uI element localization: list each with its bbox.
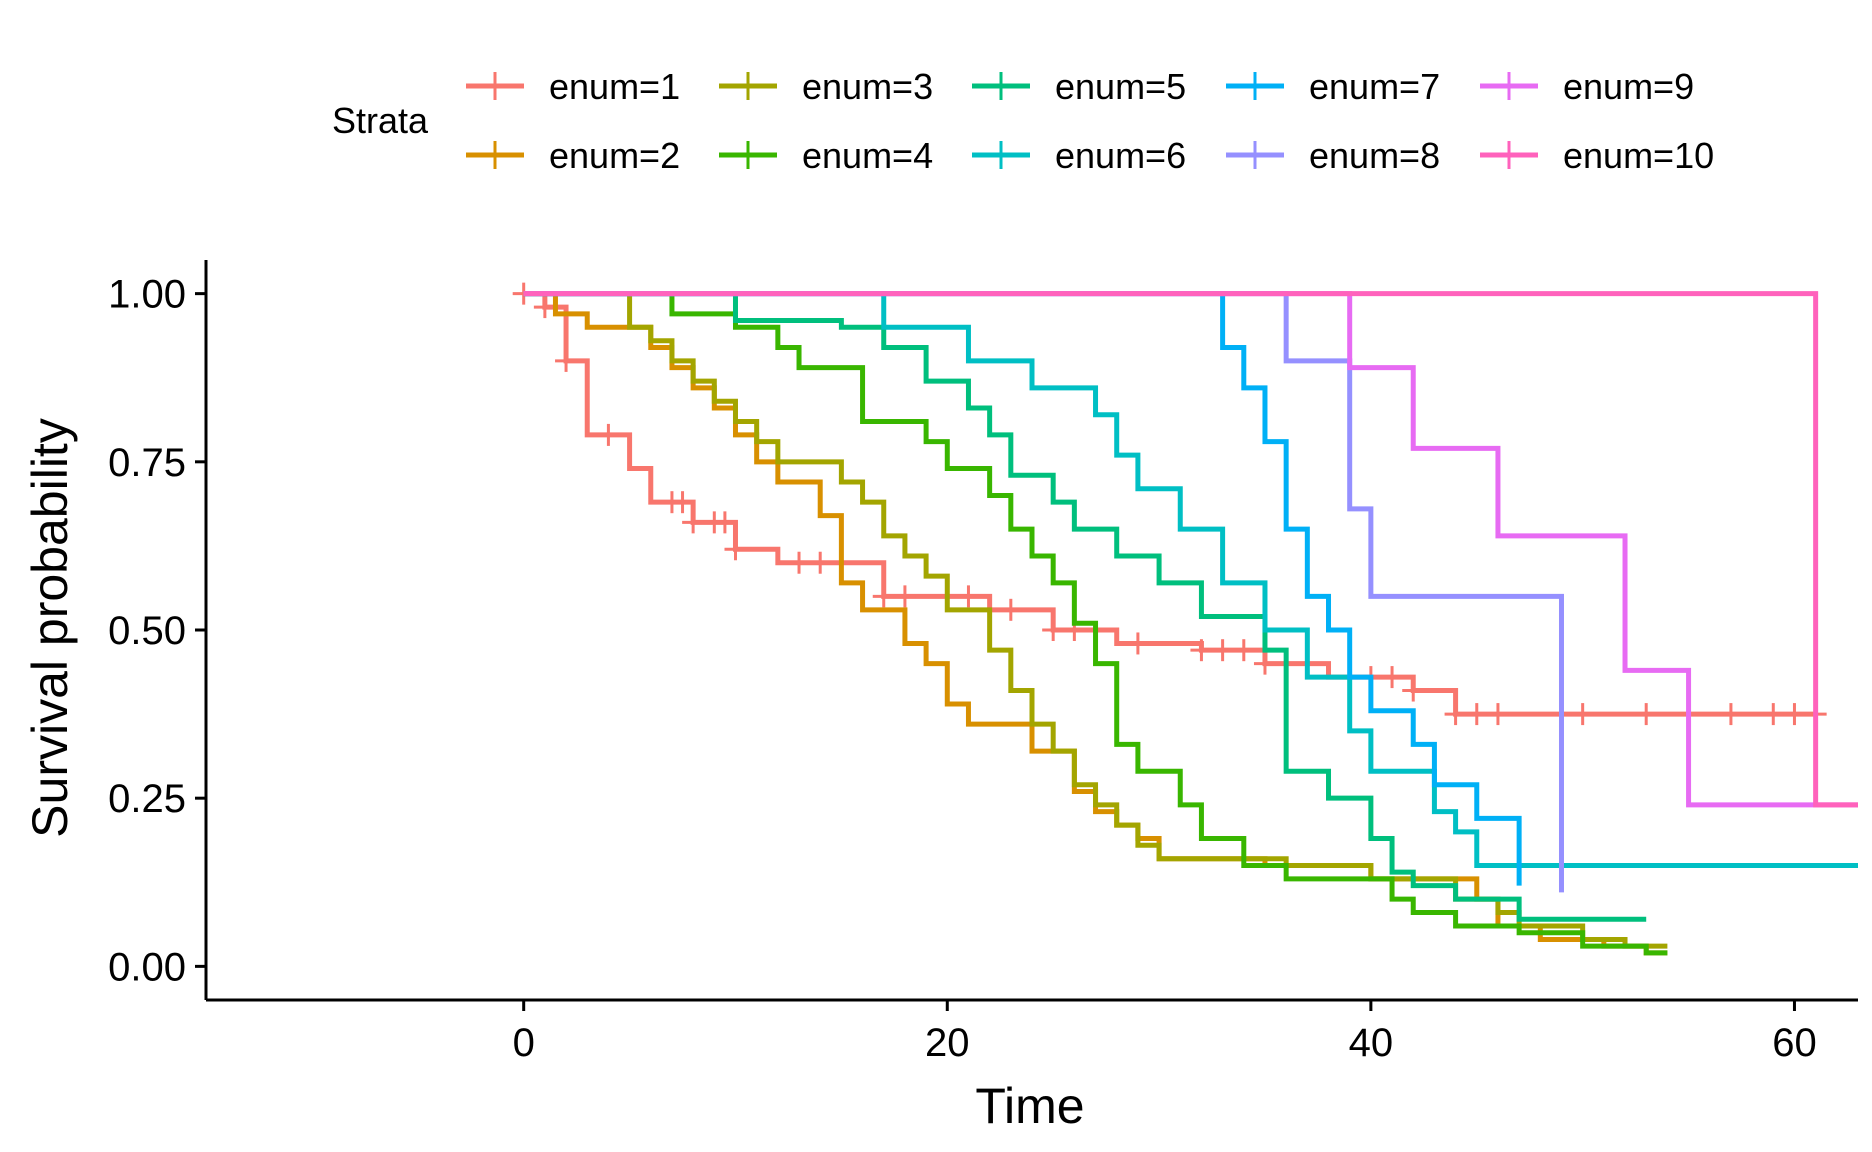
x-tick-label: 0: [513, 1021, 535, 1065]
censor-mark-enum-1: [1635, 703, 1658, 726]
legend-item-enum-1: enum=1: [466, 66, 680, 107]
legend-label: enum=6: [1055, 135, 1186, 176]
axes: 0.00 0.25 0.50 0.75 1.00 0 20 40 60: [108, 260, 1858, 1065]
legend-item-enum-9: enum=9: [1480, 66, 1694, 107]
y-tick-label: 0.50: [108, 609, 186, 653]
censor-mark-enum-1: [893, 585, 916, 608]
censor-mark-enum-1: [1719, 703, 1742, 726]
censor-mark-enum-1: [555, 349, 578, 372]
censor-mark-enum-1: [1402, 679, 1425, 702]
y-tick-label: 1.00: [108, 273, 186, 317]
legend-item-enum-8: enum=8: [1226, 135, 1440, 176]
legend-item-enum-3: enum=3: [719, 66, 933, 107]
y-tick-label: 0.00: [108, 945, 186, 989]
x-axis-title: Time: [975, 1078, 1084, 1134]
censor-mark-enum-1: [1232, 639, 1255, 662]
series-line-enum-3: [523, 291, 1668, 949]
legend-item-enum-4: enum=4: [719, 135, 933, 176]
censor-mark-enum-1: [957, 585, 980, 608]
censor-mark-enum-1: [533, 296, 556, 319]
censor-mark-enum-1: [1042, 619, 1065, 641]
series-line-enum-6: [523, 291, 1858, 868]
legend-item-enum-2: enum=2: [466, 135, 680, 176]
series-line-enum-1: [523, 291, 1816, 717]
y-tick-label: 0.75: [108, 441, 186, 485]
legend-label: enum=10: [1563, 135, 1714, 176]
censor-mark-enum-1: [809, 551, 832, 574]
legend-item-enum-7: enum=7: [1226, 66, 1440, 107]
censor-mark-enum-1: [788, 551, 811, 574]
legend-label: enum=2: [549, 135, 680, 176]
legend-item-enum-6: enum=6: [972, 135, 1186, 176]
legend-label: enum=1: [549, 66, 680, 107]
series-line-enum-9: [523, 291, 1858, 808]
series-line-enum-5: [523, 291, 1647, 922]
x-tick-label: 20: [925, 1021, 970, 1065]
censor-mark-enum-1: [1211, 639, 1234, 662]
censor-mark-enum-1: [671, 491, 694, 514]
censor-mark-enum-1: [872, 585, 895, 608]
censor-mark-enum-1: [597, 423, 620, 446]
series-line-enum-7: [523, 291, 1522, 886]
censor-mark-enum-1: [1465, 703, 1488, 726]
censor-mark-enum-1: [1762, 703, 1785, 726]
legend-item-enum-5: enum=5: [972, 66, 1186, 107]
legend: Strata enum=1 enum=2 enum=3 enum=4 enum=5 enu…: [332, 66, 1714, 176]
censor-mark-enum-1: [1253, 652, 1276, 675]
series-line-enum-4: [523, 291, 1668, 956]
y-tick-label: 0.25: [108, 777, 186, 821]
y-axis-title: Survival probability: [22, 418, 78, 838]
x-tick-label: 40: [1349, 1021, 1394, 1065]
censor-mark-enum-1: [1486, 703, 1509, 726]
x-tick-label: 60: [1772, 1021, 1817, 1065]
censor-mark-enum-1: [682, 511, 705, 534]
series-line-enum-8: [523, 291, 1564, 893]
censor-mark-enum-1: [1190, 639, 1213, 662]
legend-title: Strata: [332, 100, 429, 141]
legend-label: enum=7: [1309, 66, 1440, 107]
censor-mark-enum-1: [1381, 666, 1404, 689]
censor-mark-enum-1: [1444, 703, 1467, 726]
censor-mark-enum-1: [999, 598, 1022, 621]
censor-mark-enum-1: [713, 511, 736, 534]
legend-label: enum=4: [802, 135, 933, 176]
series-line-enum-2: [523, 291, 1668, 956]
censor-mark-enum-1: [1783, 703, 1806, 726]
censor-mark-enum-1: [1126, 632, 1149, 655]
legend-item-enum-10: enum=10: [1480, 135, 1714, 176]
plot-area: [512, 282, 1858, 956]
series-line-enum-10: [523, 291, 1858, 808]
legend-label: enum=5: [1055, 66, 1186, 107]
legend-label: enum=9: [1563, 66, 1694, 107]
censor-mark-enum-1: [1571, 703, 1594, 726]
legend-label: enum=3: [802, 66, 933, 107]
censor-mark-enum-1: [724, 538, 747, 561]
legend-label: enum=8: [1309, 135, 1440, 176]
